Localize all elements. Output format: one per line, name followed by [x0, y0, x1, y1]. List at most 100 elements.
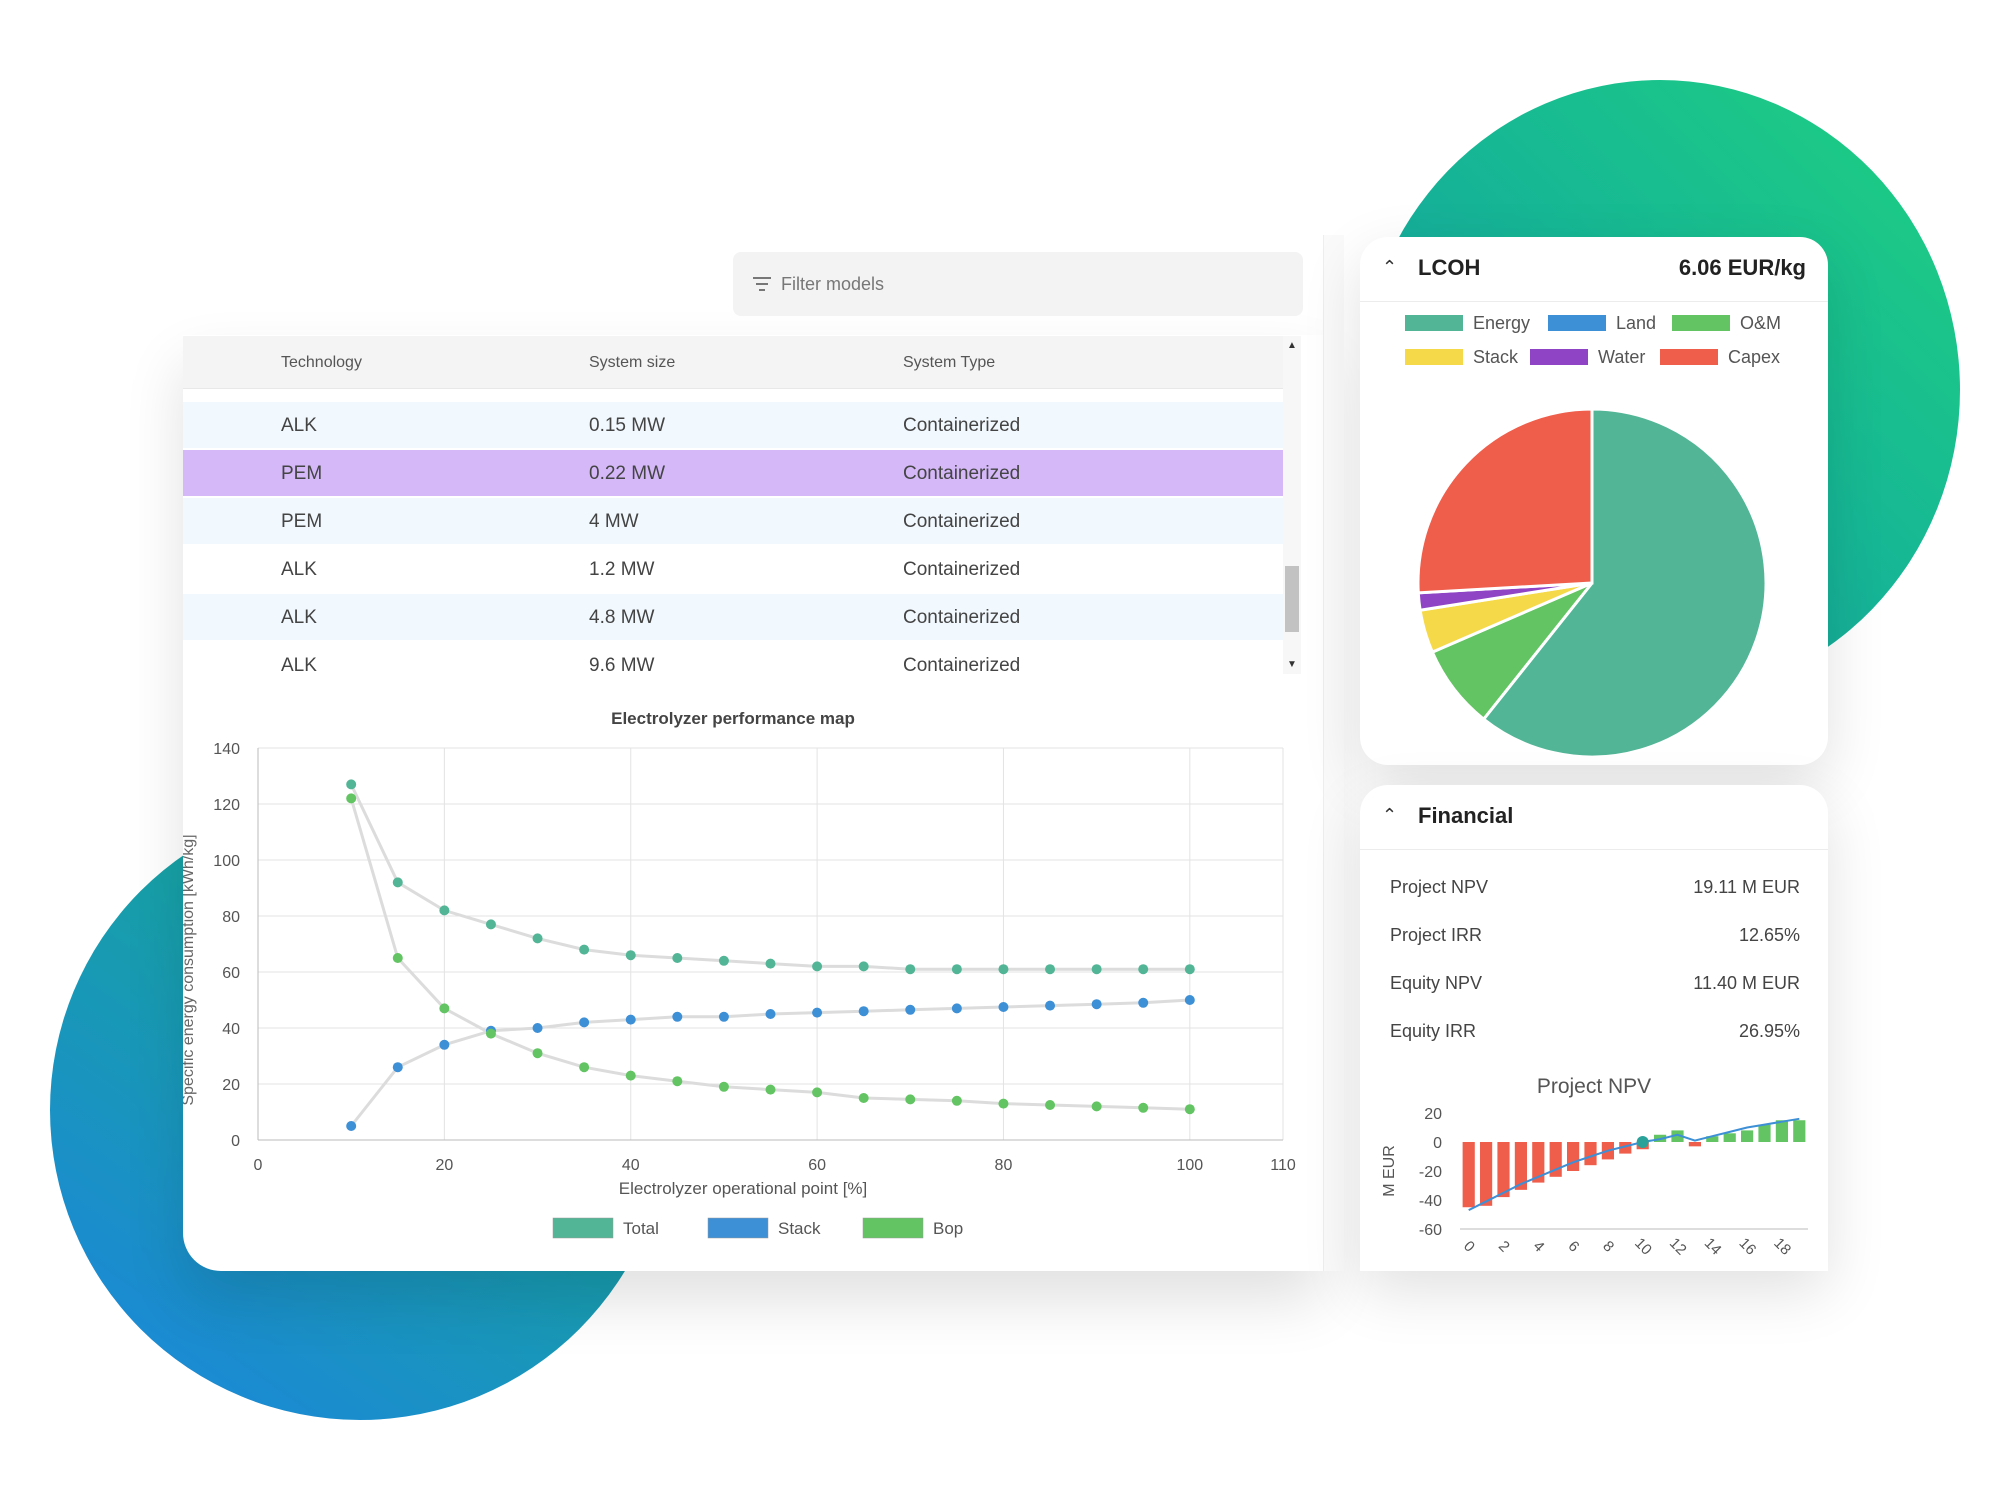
- npv-bar[interactable]: [1584, 1142, 1597, 1166]
- data-point-stack[interactable]: [1045, 1000, 1056, 1011]
- legend-label-land[interactable]: Land: [1616, 313, 1656, 333]
- data-point-stack[interactable]: [905, 1004, 916, 1015]
- data-point-bop[interactable]: [1045, 1100, 1056, 1110]
- financial-card-header[interactable]: ⌃ Financial: [1360, 785, 1828, 850]
- data-point-total[interactable]: [392, 877, 403, 888]
- data-point-stack[interactable]: [812, 1007, 823, 1018]
- data-point-bop[interactable]: [718, 1081, 729, 1092]
- column-header-system-type[interactable]: System Type: [903, 354, 996, 371]
- filter-models-input[interactable]: Filter models: [733, 252, 1303, 316]
- data-point-total[interactable]: [485, 919, 496, 930]
- data-point-stack[interactable]: [346, 1121, 357, 1131]
- legend-swatch-bop[interactable]: [862, 1217, 924, 1239]
- data-point-total[interactable]: [1184, 964, 1195, 975]
- legend-swatch-energy[interactable]: [1405, 315, 1463, 331]
- data-point-total[interactable]: [1138, 964, 1149, 975]
- npv-bar[interactable]: [1758, 1124, 1771, 1142]
- data-point-bop[interactable]: [1138, 1102, 1149, 1113]
- data-point-total[interactable]: [532, 933, 543, 944]
- data-point-bop[interactable]: [346, 793, 357, 804]
- data-point-stack[interactable]: [998, 1002, 1009, 1012]
- data-point-total[interactable]: [718, 955, 729, 966]
- legend-swatch-stack[interactable]: [1405, 349, 1463, 365]
- npv-bar[interactable]: [1793, 1120, 1806, 1142]
- data-point-total[interactable]: [858, 961, 869, 972]
- legend-swatch-capex[interactable]: [1660, 349, 1718, 365]
- table-row[interactable]: PEM 0.22 MW Containerized: [183, 450, 1283, 496]
- table-scrollbar[interactable]: ▲ ▼: [1283, 336, 1301, 674]
- data-point-total[interactable]: [905, 964, 916, 975]
- data-point-total[interactable]: [439, 905, 450, 916]
- collapse-chevron-icon[interactable]: ⌃: [1382, 805, 1398, 825]
- data-point-total[interactable]: [998, 964, 1009, 975]
- data-point-stack[interactable]: [439, 1039, 450, 1050]
- data-point-total[interactable]: [951, 964, 962, 975]
- legend-label-bop[interactable]: Bop: [933, 1219, 963, 1238]
- npv-bar[interactable]: [1723, 1133, 1736, 1142]
- npv-bar[interactable]: [1741, 1130, 1754, 1142]
- data-point-stack[interactable]: [951, 1003, 962, 1014]
- data-point-bop[interactable]: [905, 1094, 916, 1105]
- data-point-stack[interactable]: [392, 1062, 403, 1073]
- legend-swatch-stack[interactable]: [707, 1217, 769, 1239]
- data-point-total[interactable]: [579, 944, 590, 955]
- npv-bar[interactable]: [1775, 1120, 1788, 1142]
- table-row[interactable]: ALK 0.15 MW Containerized: [183, 402, 1283, 448]
- table-row[interactable]: ALK 1.2 MW Containerized: [183, 546, 1283, 592]
- npv-bar[interactable]: [1532, 1142, 1545, 1183]
- data-point-bop[interactable]: [858, 1093, 869, 1103]
- legend-label-energy[interactable]: Energy: [1473, 313, 1530, 333]
- data-point-stack[interactable]: [1138, 997, 1149, 1008]
- data-point-stack[interactable]: [532, 1023, 543, 1033]
- legend-swatch-total[interactable]: [552, 1217, 614, 1239]
- legend-label-stack[interactable]: Stack: [1473, 347, 1519, 367]
- data-point-total[interactable]: [672, 953, 683, 963]
- npv-bar[interactable]: [1480, 1142, 1493, 1206]
- npv-bar[interactable]: [1706, 1136, 1719, 1142]
- legend-label-capex[interactable]: Capex: [1728, 347, 1780, 367]
- data-point-stack[interactable]: [1184, 995, 1195, 1005]
- column-header-technology[interactable]: Technology: [281, 354, 362, 371]
- data-point-bop[interactable]: [1091, 1101, 1102, 1112]
- npv-bar[interactable]: [1462, 1142, 1475, 1208]
- data-point-bop[interactable]: [1184, 1104, 1195, 1115]
- data-point-total[interactable]: [1091, 964, 1102, 975]
- data-point-bop[interactable]: [625, 1070, 636, 1081]
- data-point-stack[interactable]: [765, 1009, 776, 1019]
- pie-slice-capex[interactable]: [1416, 407, 1594, 595]
- scroll-down-arrow-icon[interactable]: ▼: [1287, 659, 1297, 670]
- table-row[interactable]: ALK 9.6 MW Containerized: [183, 642, 1283, 674]
- data-point-total[interactable]: [812, 961, 823, 972]
- data-point-total[interactable]: [346, 779, 357, 790]
- legend-swatch-om[interactable]: [1672, 315, 1730, 331]
- data-point-total[interactable]: [1045, 964, 1056, 975]
- legend-label-om[interactable]: O&M: [1740, 313, 1781, 333]
- data-point-stack[interactable]: [625, 1014, 636, 1025]
- data-point-stack[interactable]: [672, 1011, 683, 1022]
- legend-label-total[interactable]: Total: [623, 1219, 659, 1238]
- data-point-bop[interactable]: [998, 1098, 1009, 1109]
- legend-label-water[interactable]: Water: [1598, 347, 1645, 367]
- table-row[interactable]: PEM 4 MW Containerized: [183, 498, 1283, 544]
- data-point-bop[interactable]: [579, 1062, 590, 1073]
- data-point-bop[interactable]: [392, 953, 403, 963]
- table-row[interactable]: ALK 4.8 MW Containerized: [183, 594, 1283, 640]
- npv-bar[interactable]: [1619, 1142, 1632, 1154]
- collapse-chevron-icon[interactable]: ⌃: [1382, 257, 1398, 277]
- data-point-total[interactable]: [625, 950, 636, 961]
- data-point-bop[interactable]: [765, 1084, 776, 1095]
- legend-label-stack[interactable]: Stack: [778, 1219, 821, 1238]
- data-point-bop[interactable]: [812, 1087, 823, 1098]
- legend-swatch-land[interactable]: [1548, 315, 1606, 331]
- data-point-bop[interactable]: [439, 1003, 450, 1014]
- data-point-bop[interactable]: [672, 1076, 683, 1087]
- npv-bar[interactable]: [1688, 1142, 1701, 1147]
- data-point-bop[interactable]: [951, 1095, 962, 1106]
- data-point-total[interactable]: [765, 958, 776, 969]
- scrollbar-thumb[interactable]: [1285, 566, 1299, 632]
- data-point-stack[interactable]: [858, 1006, 869, 1017]
- lcoh-card-header[interactable]: ⌃ LCOH 6.06 EUR/kg: [1360, 237, 1828, 302]
- data-point-stack[interactable]: [1091, 999, 1102, 1010]
- column-header-system-size[interactable]: System size: [589, 354, 676, 371]
- legend-swatch-water[interactable]: [1530, 349, 1588, 365]
